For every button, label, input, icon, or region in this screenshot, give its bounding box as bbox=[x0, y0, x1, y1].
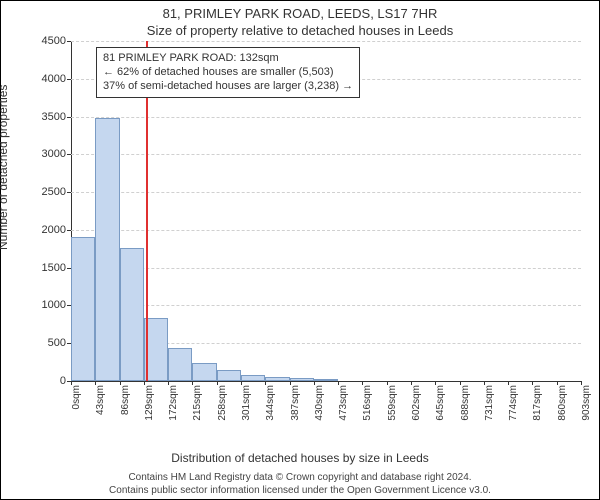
histogram-bar bbox=[290, 378, 314, 381]
plot-area: 0500100015002000250030003500400045000sqm… bbox=[71, 41, 581, 382]
x-tick-label: 602sqm bbox=[411, 385, 422, 421]
x-tick-label: 258sqm bbox=[217, 385, 228, 421]
y-tick-label: 3500 bbox=[42, 111, 66, 123]
y-tick-mark bbox=[67, 79, 71, 80]
x-tick-label: 43sqm bbox=[95, 385, 106, 415]
y-tick-label: 4000 bbox=[42, 73, 66, 85]
histogram-bar bbox=[217, 370, 241, 381]
x-tick-label: 387sqm bbox=[290, 385, 301, 421]
x-tick-label: 774sqm bbox=[508, 385, 519, 421]
x-tick-label: 688sqm bbox=[460, 385, 471, 421]
y-tick-label: 0 bbox=[60, 375, 66, 387]
chart-title-line1: 81, PRIMLEY PARK ROAD, LEEDS, LS17 7HR bbox=[1, 6, 599, 21]
x-tick-label: 473sqm bbox=[338, 385, 349, 421]
x-tick-label: 731sqm bbox=[484, 385, 495, 421]
x-tick-label: 172sqm bbox=[168, 385, 179, 421]
y-tick-label: 2500 bbox=[42, 186, 66, 198]
y-tick-label: 3000 bbox=[42, 148, 66, 160]
chart-container: 81, PRIMLEY PARK ROAD, LEEDS, LS17 7HR S… bbox=[0, 0, 600, 500]
histogram-bar bbox=[71, 237, 95, 381]
y-tick-label: 2000 bbox=[42, 224, 66, 236]
x-tick-label: 903sqm bbox=[581, 385, 592, 421]
histogram-bar bbox=[168, 348, 192, 381]
y-tick-label: 1000 bbox=[42, 299, 66, 311]
x-tick-label: 129sqm bbox=[144, 385, 155, 421]
histogram-bar bbox=[95, 118, 119, 381]
histogram-bar bbox=[192, 363, 216, 381]
y-tick-mark bbox=[67, 41, 71, 42]
x-tick-label: 516sqm bbox=[362, 385, 373, 421]
x-tick-label: 301sqm bbox=[241, 385, 252, 421]
y-tick-mark bbox=[67, 192, 71, 193]
annotation-line2: ← 62% of detached houses are smaller (5,… bbox=[103, 66, 353, 80]
histogram-bar bbox=[314, 379, 338, 381]
y-tick-label: 4500 bbox=[42, 35, 66, 47]
x-tick-label: 86sqm bbox=[120, 385, 131, 415]
annotation-line3: 37% of semi-detached houses are larger (… bbox=[103, 80, 353, 94]
x-axis-label: Distribution of detached houses by size … bbox=[1, 451, 599, 465]
histogram-bar bbox=[241, 375, 265, 381]
x-tick-label: 559sqm bbox=[387, 385, 398, 421]
x-tick-label: 430sqm bbox=[314, 385, 325, 421]
x-tick-label: 0sqm bbox=[71, 385, 82, 409]
x-tick-label: 645sqm bbox=[435, 385, 446, 421]
x-tick-label: 860sqm bbox=[557, 385, 568, 421]
footer-line1: Contains HM Land Registry data © Crown c… bbox=[1, 472, 599, 483]
histogram-bar bbox=[120, 248, 144, 381]
y-tick-mark bbox=[67, 230, 71, 231]
annotation-line1: 81 PRIMLEY PARK ROAD: 132sqm bbox=[103, 52, 353, 66]
y-tick-mark bbox=[67, 117, 71, 118]
x-tick-label: 344sqm bbox=[265, 385, 276, 421]
y-tick-label: 1500 bbox=[42, 262, 66, 274]
annotation-box: 81 PRIMLEY PARK ROAD: 132sqm← 62% of det… bbox=[96, 47, 360, 98]
x-tick-label: 817sqm bbox=[532, 385, 543, 421]
y-tick-label: 500 bbox=[48, 337, 66, 349]
footer-line2: Contains public sector information licen… bbox=[1, 485, 599, 496]
y-tick-mark bbox=[67, 154, 71, 155]
x-tick-label: 215sqm bbox=[192, 385, 203, 421]
histogram-bar bbox=[265, 377, 289, 381]
chart-title-line2: Size of property relative to detached ho… bbox=[1, 23, 599, 38]
y-axis-label: Number of detached properties bbox=[0, 85, 10, 250]
